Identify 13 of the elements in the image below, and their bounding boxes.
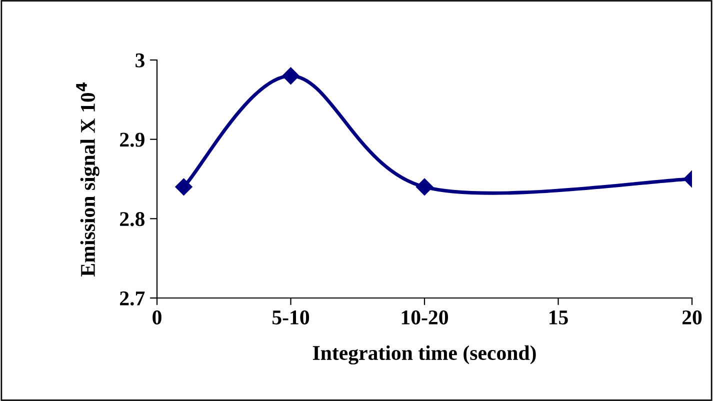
x-tick-label: 20: [682, 310, 702, 324]
y-tick-label: 2.9: [120, 132, 144, 147]
x-tick-label: 10-20: [402, 310, 448, 324]
y-tick-label: 3: [136, 53, 144, 68]
point: [175, 178, 192, 196]
x-axis-title: Integration time (second): [312, 345, 536, 364]
x-tick-label: 15: [550, 310, 568, 324]
x-tick-label: 0: [152, 310, 162, 324]
y-axis-title: Emission signal X 10$^{4}$: [76, 82, 100, 276]
y-tick-label: 2.8: [120, 212, 145, 226]
x-tick-label: 5-10: [272, 310, 310, 324]
point: [282, 67, 300, 84]
y-tick-label: 2.7: [120, 291, 145, 306]
